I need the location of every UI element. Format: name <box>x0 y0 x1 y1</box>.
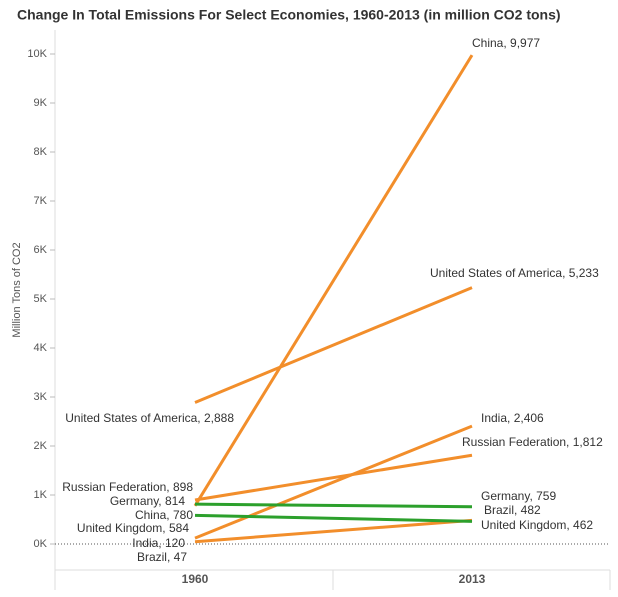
value-label: United Kingdom, 584 <box>77 521 189 535</box>
y-tick-label: 2K <box>34 440 48 452</box>
y-tick-label: 6K <box>34 244 48 256</box>
y-tick-label: 9K <box>34 97 48 109</box>
y-tick-label: 3K <box>34 391 48 403</box>
series-line <box>194 453 473 502</box>
value-label: Germany, 759 <box>481 489 556 503</box>
value-label: India, 120 <box>132 536 185 550</box>
y-tick-label: 10K <box>27 48 47 60</box>
value-label: Brazil, 482 <box>484 503 541 517</box>
x-tick-label: 1960 <box>182 572 209 586</box>
y-tick-label: 7K <box>34 195 48 207</box>
series-line <box>194 513 473 523</box>
series-line <box>194 502 473 509</box>
y-tick-label: 1K <box>34 489 48 501</box>
value-label: Germany, 814 <box>110 494 185 508</box>
value-label: Russian Federation, 1,812 <box>462 435 603 449</box>
value-label: India, 2,406 <box>481 411 544 425</box>
value-label: Brazil, 47 <box>137 550 187 564</box>
y-axis-title: Million Tons of CO2 <box>11 242 23 337</box>
series-line <box>194 286 473 404</box>
x-tick-label: 2013 <box>459 572 486 586</box>
series-line <box>194 518 473 544</box>
value-label: United Kingdom, 462 <box>481 518 593 532</box>
series-line <box>194 424 473 540</box>
chart-title: Change In Total Emissions For Select Eco… <box>17 7 561 23</box>
value-label: United States of America, 2,888 <box>65 411 234 425</box>
y-tick-label: 5K <box>34 293 48 305</box>
y-tick-label: 4K <box>34 342 48 354</box>
value-label: China, 780 <box>135 508 193 522</box>
y-tick-label: 0K <box>34 538 48 550</box>
series-line <box>193 54 474 507</box>
value-label: China, 9,977 <box>472 36 540 50</box>
value-label: United States of America, 5,233 <box>430 266 599 280</box>
value-label: Russian Federation, 898 <box>62 480 193 494</box>
y-tick-label: 8K <box>34 146 48 158</box>
